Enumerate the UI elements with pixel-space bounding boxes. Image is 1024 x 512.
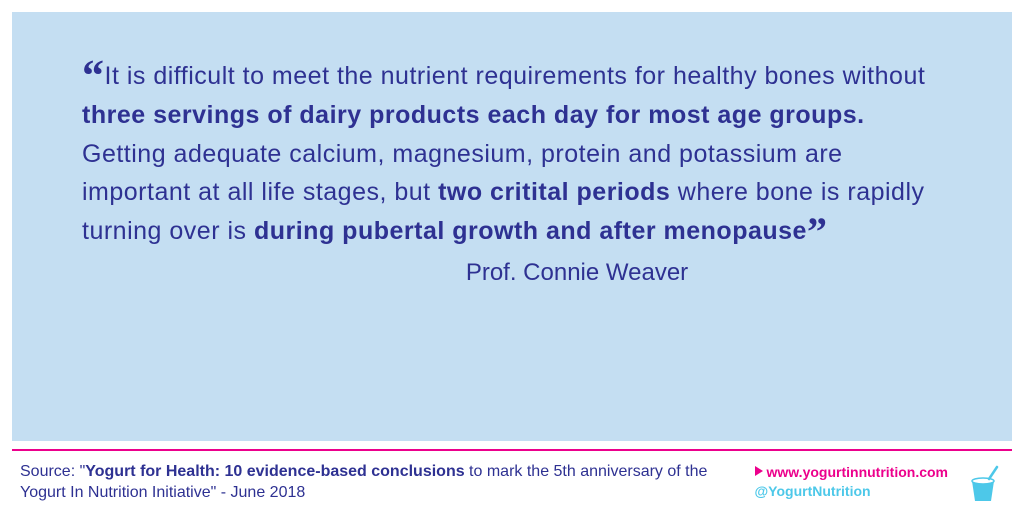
triangle-icon [755,466,763,476]
source-bold: Yogurt for Health: 10 evidence-based con… [85,463,464,480]
quote-card: “It is difficult to meet the nutrient re… [12,12,1012,441]
website-url[interactable]: www.yogurtinnutrition.com [767,464,948,480]
quote-bold-1: three servings of dairy products each da… [82,101,865,129]
quote-text: “It is difficult to meet the nutrient re… [82,57,942,251]
source-text: Source: "Yogurt for Health: 10 evidence-… [20,461,755,504]
footer: Source: "Yogurt for Health: 10 evidence-… [0,451,1024,512]
links: www.yogurtinnutrition.com @YogurtNutriti… [755,463,948,502]
close-quote-mark: ” [807,209,828,254]
open-quote-mark: “ [82,51,105,100]
yogurt-cup-icon [962,461,1004,503]
quote-segment-1: It is difficult to meet the nutrient req… [105,62,926,90]
attribution: Prof. Connie Weaver [212,259,942,287]
quote-bold-2: two critital periods [438,178,670,206]
twitter-handle[interactable]: @YogurtNutrition [755,482,948,502]
url-line: www.yogurtinnutrition.com [755,463,948,483]
source-pre: Source: " [20,463,85,480]
quote-bold-3: during pubertal growth and after menopau… [254,217,807,245]
